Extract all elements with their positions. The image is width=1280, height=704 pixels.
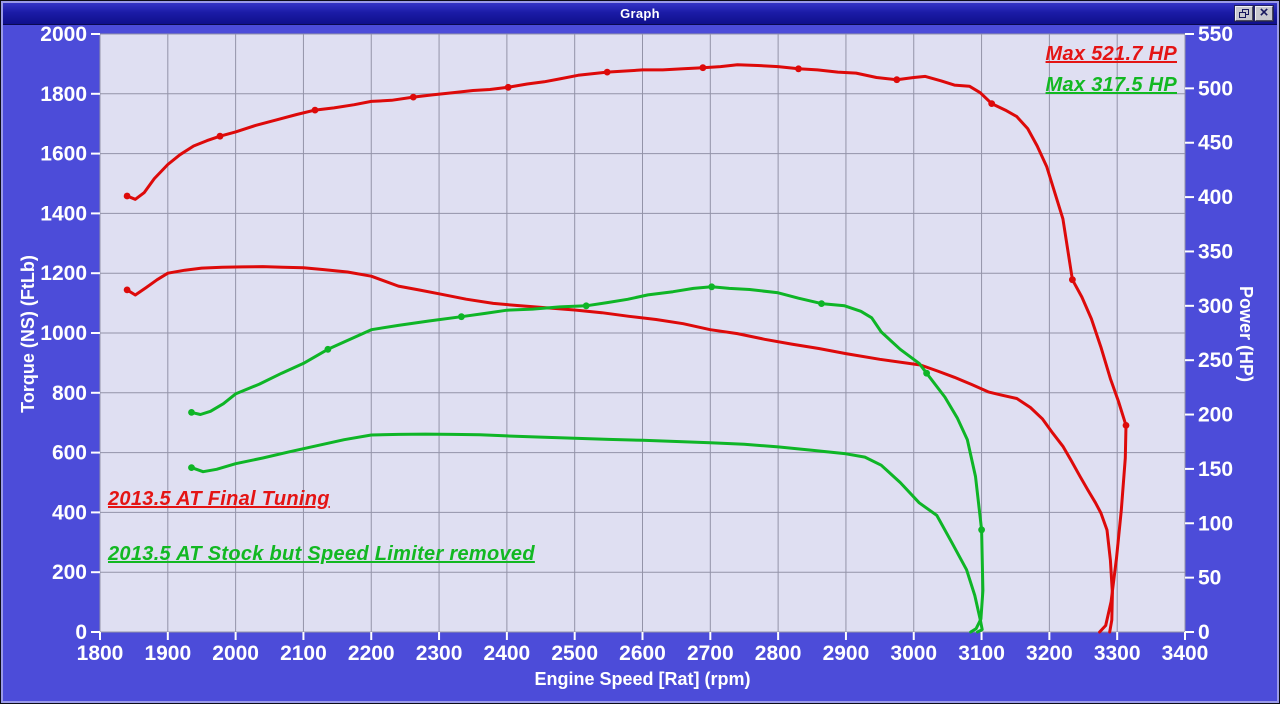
window-title: Graph	[620, 6, 660, 21]
series-label-green: 2013.5 AT Stock but Speed Limiter remove…	[108, 543, 535, 565]
titlebar-buttons: ×	[1234, 4, 1274, 22]
x-axis-title: Engine Speed [Rat] (rpm)	[534, 669, 751, 689]
close-icon: ×	[1259, 4, 1269, 21]
restore-icon	[1238, 8, 1249, 18]
close-button[interactable]: ×	[1254, 4, 1274, 22]
legend-max-green: Max 317.5 HP	[1045, 74, 1177, 96]
right-axis-title: Power (HP)	[1236, 285, 1256, 382]
legend-max-red: Max 521.7 HP	[1045, 43, 1177, 65]
chart-client-area	[3, 25, 1277, 701]
series-label-red: 2013.5 AT Final Tuning	[108, 488, 330, 510]
restore-button[interactable]	[1234, 5, 1254, 22]
titlebar[interactable]: Graph ×	[3, 3, 1277, 25]
left-axis-title: Torque (NS) (FtLb)	[18, 255, 38, 413]
